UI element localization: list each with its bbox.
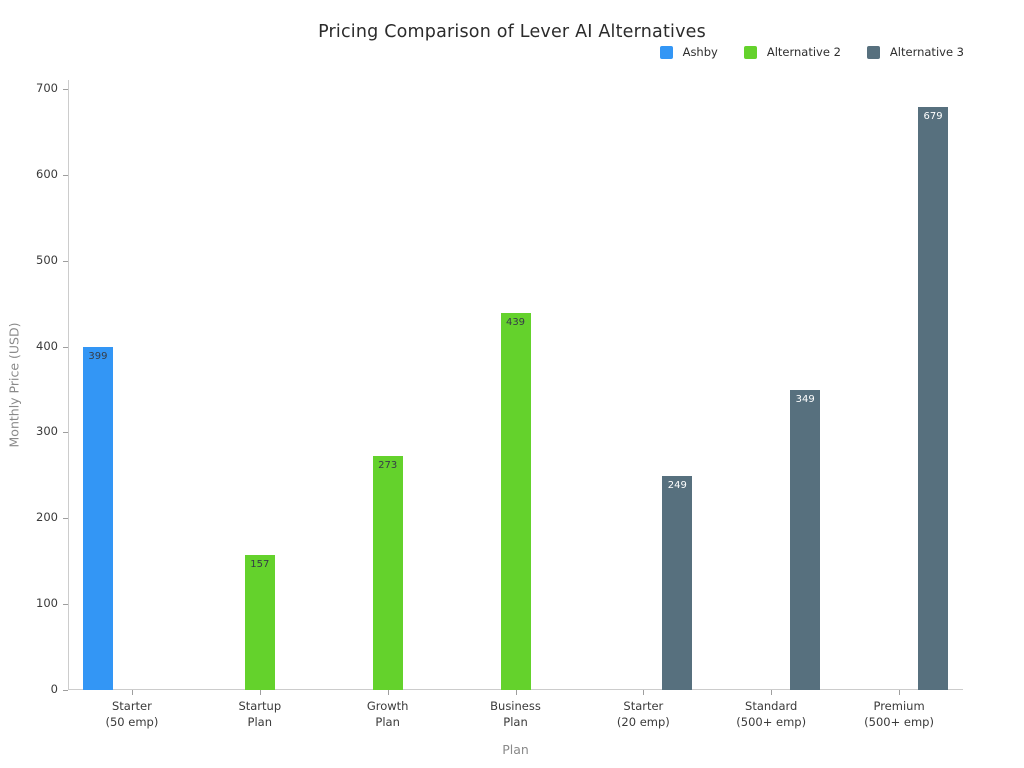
legend-label: Alternative 2	[766, 45, 841, 59]
x-tick-label-line: Plan	[247, 714, 273, 729]
x-tick-label: Growth Plan	[323, 699, 453, 730]
bar-value-label: 439	[505, 317, 526, 329]
x-tick-label-line: Starter	[623, 699, 664, 713]
y-tick-label: 100	[36, 596, 58, 611]
legend-item: Alternative 2	[743, 45, 841, 59]
bar: 439	[500, 313, 531, 690]
bar: 273	[372, 455, 403, 690]
y-tick-label: 0	[50, 682, 58, 696]
legend-label: Alternative 3	[889, 45, 964, 59]
y-tick-label: 700	[36, 81, 58, 95]
x-tick-mark	[387, 690, 389, 695]
legend: Ashby Alternative 2 Alternative 3	[659, 45, 964, 59]
x-tick-mark	[899, 690, 901, 695]
bar-value-label: 273	[378, 459, 398, 471]
bar-value-label: 399	[88, 351, 108, 363]
bar: 349	[790, 390, 821, 690]
legend-swatch-icon	[743, 45, 757, 59]
x-axis-label: Plan	[502, 742, 529, 757]
legend-swatch-icon	[659, 45, 673, 59]
y-tick-label: 300	[36, 424, 58, 439]
y-axis-label: Monthly Price (USD)	[6, 322, 22, 448]
x-tick-label-line: Premium	[873, 699, 925, 713]
x-tick-mark	[259, 690, 261, 695]
y-tick-mark	[63, 260, 68, 262]
x-tick-label-line: (50 emp)	[105, 714, 159, 729]
y-tick-label: 200	[36, 510, 58, 525]
y-tick-mark	[63, 604, 68, 606]
y-tick-label: 500	[36, 252, 58, 267]
legend-item: Ashby	[659, 45, 718, 59]
bar: 157	[244, 555, 275, 690]
x-tick-label: Premium (500+ emp)	[834, 699, 964, 730]
x-tick-label-line: Plan	[503, 714, 528, 729]
x-tick-label: Business Plan	[451, 699, 581, 730]
x-tick-label-line: (500+ emp)	[736, 714, 807, 729]
x-tick-label: Starter (20 emp)	[578, 699, 708, 730]
x-tick-mark	[131, 690, 133, 695]
x-tick-label: Standard (500+ emp)	[706, 699, 836, 730]
y-tick-mark	[63, 690, 68, 691]
x-tick-label: Startup Plan	[195, 699, 325, 730]
x-tick-label-line: Standard	[745, 699, 798, 713]
y-tick-mark	[63, 346, 68, 348]
y-tick-mark	[63, 518, 68, 520]
bar-value-label: 157	[250, 559, 270, 571]
x-tick-label-line: Starter	[111, 699, 152, 713]
x-tick-label-line: Plan	[375, 714, 400, 729]
bar: 249	[662, 476, 693, 690]
y-tick-mark	[63, 174, 68, 176]
x-tick-label-line: (500+ emp)	[864, 714, 934, 729]
x-tick-label: Starter (50 emp)	[67, 699, 197, 730]
bar-value-label: 249	[667, 480, 687, 492]
x-tick-mark	[643, 690, 645, 695]
y-tick-mark	[63, 432, 68, 434]
legend-swatch-icon	[866, 45, 880, 59]
bar-value-label: 679	[923, 111, 943, 123]
bar: 679	[918, 107, 949, 690]
x-tick-mark	[771, 690, 773, 695]
bar: 399	[82, 347, 113, 690]
x-tick-label-line: (20 emp)	[616, 714, 670, 729]
legend-item: Alternative 3	[866, 45, 964, 59]
y-tick-mark	[63, 89, 68, 90]
x-tick-label-line: Growth	[366, 699, 409, 713]
y-tick-label: 600	[36, 166, 58, 181]
chart-title: Pricing Comparison of Lever AI Alternati…	[318, 22, 706, 42]
legend-label: Ashby	[682, 45, 718, 59]
bar-value-label: 349	[795, 394, 815, 406]
y-tick-label: 400	[36, 338, 58, 353]
x-tick-mark	[515, 690, 517, 695]
x-tick-label-line: Startup	[238, 699, 282, 713]
x-tick-label-line: Business	[490, 699, 541, 713]
